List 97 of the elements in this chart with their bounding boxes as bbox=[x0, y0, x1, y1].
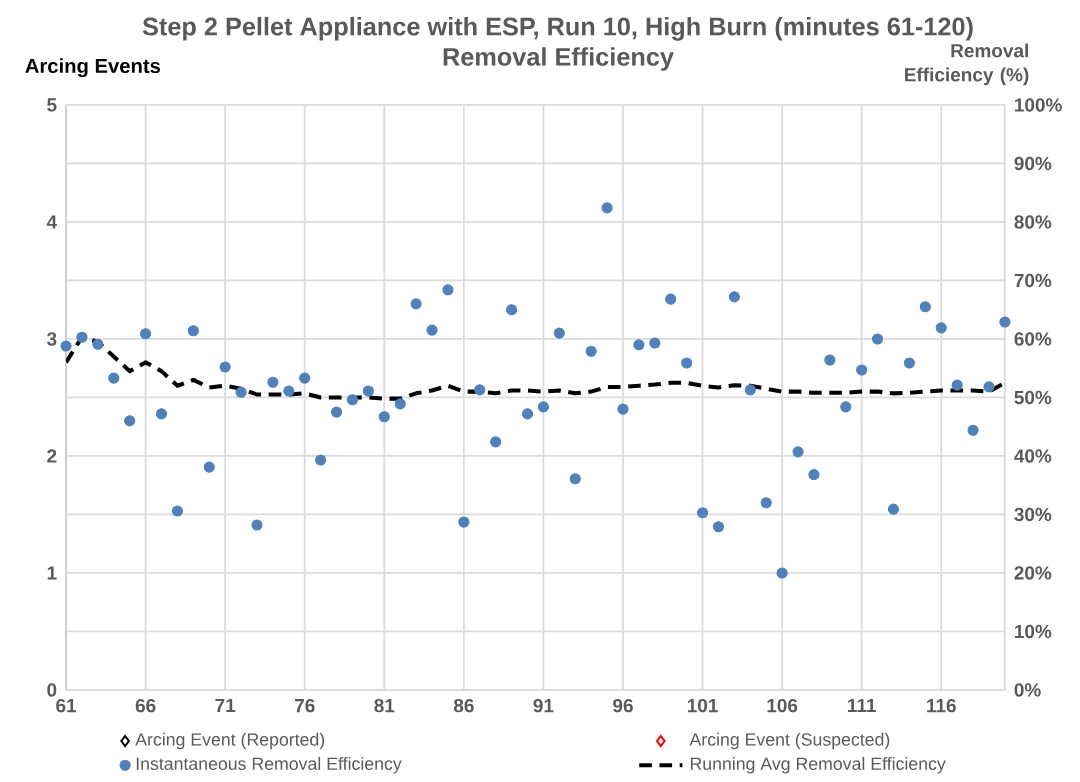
point bbox=[903, 357, 915, 369]
point bbox=[951, 379, 963, 391]
y2-tick-label: 100% bbox=[1015, 98, 1062, 112]
point bbox=[76, 331, 88, 343]
point bbox=[665, 293, 677, 305]
point bbox=[506, 304, 518, 316]
point bbox=[394, 398, 406, 410]
point bbox=[108, 372, 120, 384]
point bbox=[442, 284, 454, 296]
y-tick-label: 3 bbox=[46, 332, 57, 346]
point bbox=[490, 436, 502, 448]
point bbox=[155, 408, 168, 420]
point bbox=[235, 386, 247, 398]
point bbox=[967, 424, 979, 436]
point bbox=[935, 322, 947, 334]
point bbox=[458, 516, 470, 528]
y-axis-title: Arcing Events bbox=[25, 58, 161, 78]
point bbox=[60, 340, 72, 352]
point bbox=[856, 364, 868, 376]
point bbox=[330, 406, 343, 418]
x-tick-label: 91 bbox=[533, 698, 554, 713]
x-tick-label: 106 bbox=[767, 698, 798, 713]
point bbox=[983, 381, 995, 393]
y2-axis-title: Removal Efficiency (%) bbox=[905, 43, 1029, 86]
point bbox=[346, 394, 359, 406]
y2-tick-label: 20% bbox=[1014, 566, 1052, 580]
point bbox=[315, 454, 327, 466]
y2-tick-label: 80% bbox=[1014, 215, 1052, 229]
point bbox=[633, 339, 645, 351]
x-tick-label: 101 bbox=[687, 698, 718, 713]
point bbox=[760, 497, 772, 509]
point bbox=[283, 385, 295, 397]
point bbox=[299, 372, 311, 384]
legend-label: Arcing Event (Reported) bbox=[135, 732, 325, 750]
point bbox=[585, 345, 597, 357]
y-tick-label: 1 bbox=[47, 566, 57, 580]
chart-subtitle: Removal Efficiency bbox=[443, 47, 674, 71]
point bbox=[267, 376, 279, 388]
point bbox=[124, 415, 136, 427]
point bbox=[426, 324, 438, 336]
point bbox=[824, 354, 836, 366]
point bbox=[872, 333, 884, 345]
point bbox=[840, 401, 852, 413]
point bbox=[776, 567, 788, 579]
x-tick-label: 71 bbox=[215, 698, 236, 712]
x-tick-label: 81 bbox=[374, 698, 395, 713]
point bbox=[728, 291, 740, 303]
y-tick-label: 0 bbox=[47, 683, 57, 697]
y2-tick-label: 90% bbox=[1014, 156, 1052, 171]
point bbox=[999, 316, 1011, 328]
point bbox=[140, 328, 152, 340]
point bbox=[474, 384, 486, 396]
chart-title: Step 2 Pellet Appliance with ESP, Run 10, High Burn (minutes 61-120) bbox=[142, 16, 973, 41]
point bbox=[792, 446, 804, 458]
y2-tick-label: 10% bbox=[1015, 624, 1052, 639]
point bbox=[537, 401, 549, 413]
y-tick-label: 2 bbox=[47, 449, 57, 463]
legend-label: Instantaneous Removal Efficiency bbox=[136, 757, 402, 774]
y2-tick-label: 70% bbox=[1014, 273, 1052, 288]
point bbox=[378, 411, 390, 423]
point bbox=[553, 327, 565, 339]
point bbox=[808, 469, 820, 481]
point bbox=[887, 503, 900, 515]
point bbox=[362, 385, 374, 397]
y2-tick-label: 50% bbox=[1014, 390, 1052, 405]
point bbox=[219, 361, 231, 373]
x-tick-label: 76 bbox=[295, 698, 315, 713]
point bbox=[410, 298, 422, 310]
point bbox=[649, 337, 661, 349]
legend-label: Running Avg Removal Efficiency bbox=[690, 757, 946, 774]
point bbox=[744, 384, 756, 396]
point bbox=[696, 507, 709, 519]
x-tick-label: 111 bbox=[848, 698, 876, 712]
x-tick-label: 116 bbox=[927, 698, 956, 713]
x-tick-label: 86 bbox=[453, 698, 474, 713]
y-tick-label: 5 bbox=[47, 98, 57, 112]
y2-tick-label: 40% bbox=[1014, 449, 1052, 463]
x-tick-label: 96 bbox=[613, 698, 633, 713]
point bbox=[171, 505, 183, 517]
point bbox=[712, 521, 725, 533]
y-tick-label: 4 bbox=[46, 215, 57, 229]
point bbox=[203, 461, 215, 473]
x-tick-label: 66 bbox=[135, 698, 156, 713]
point bbox=[251, 519, 263, 531]
point bbox=[919, 301, 931, 313]
y2-tick-label: 60% bbox=[1014, 332, 1052, 346]
point bbox=[601, 202, 613, 214]
y2-tick-label: 0% bbox=[1014, 683, 1041, 697]
point bbox=[92, 338, 104, 350]
point bbox=[617, 403, 629, 415]
point bbox=[569, 473, 581, 485]
point bbox=[681, 357, 693, 369]
legend-label: Arcing Event (Suspected) bbox=[689, 732, 890, 750]
point bbox=[187, 325, 199, 337]
y2-tick-label: 30% bbox=[1014, 507, 1052, 522]
x-tick-label: 61 bbox=[56, 698, 77, 713]
point bbox=[521, 408, 534, 420]
